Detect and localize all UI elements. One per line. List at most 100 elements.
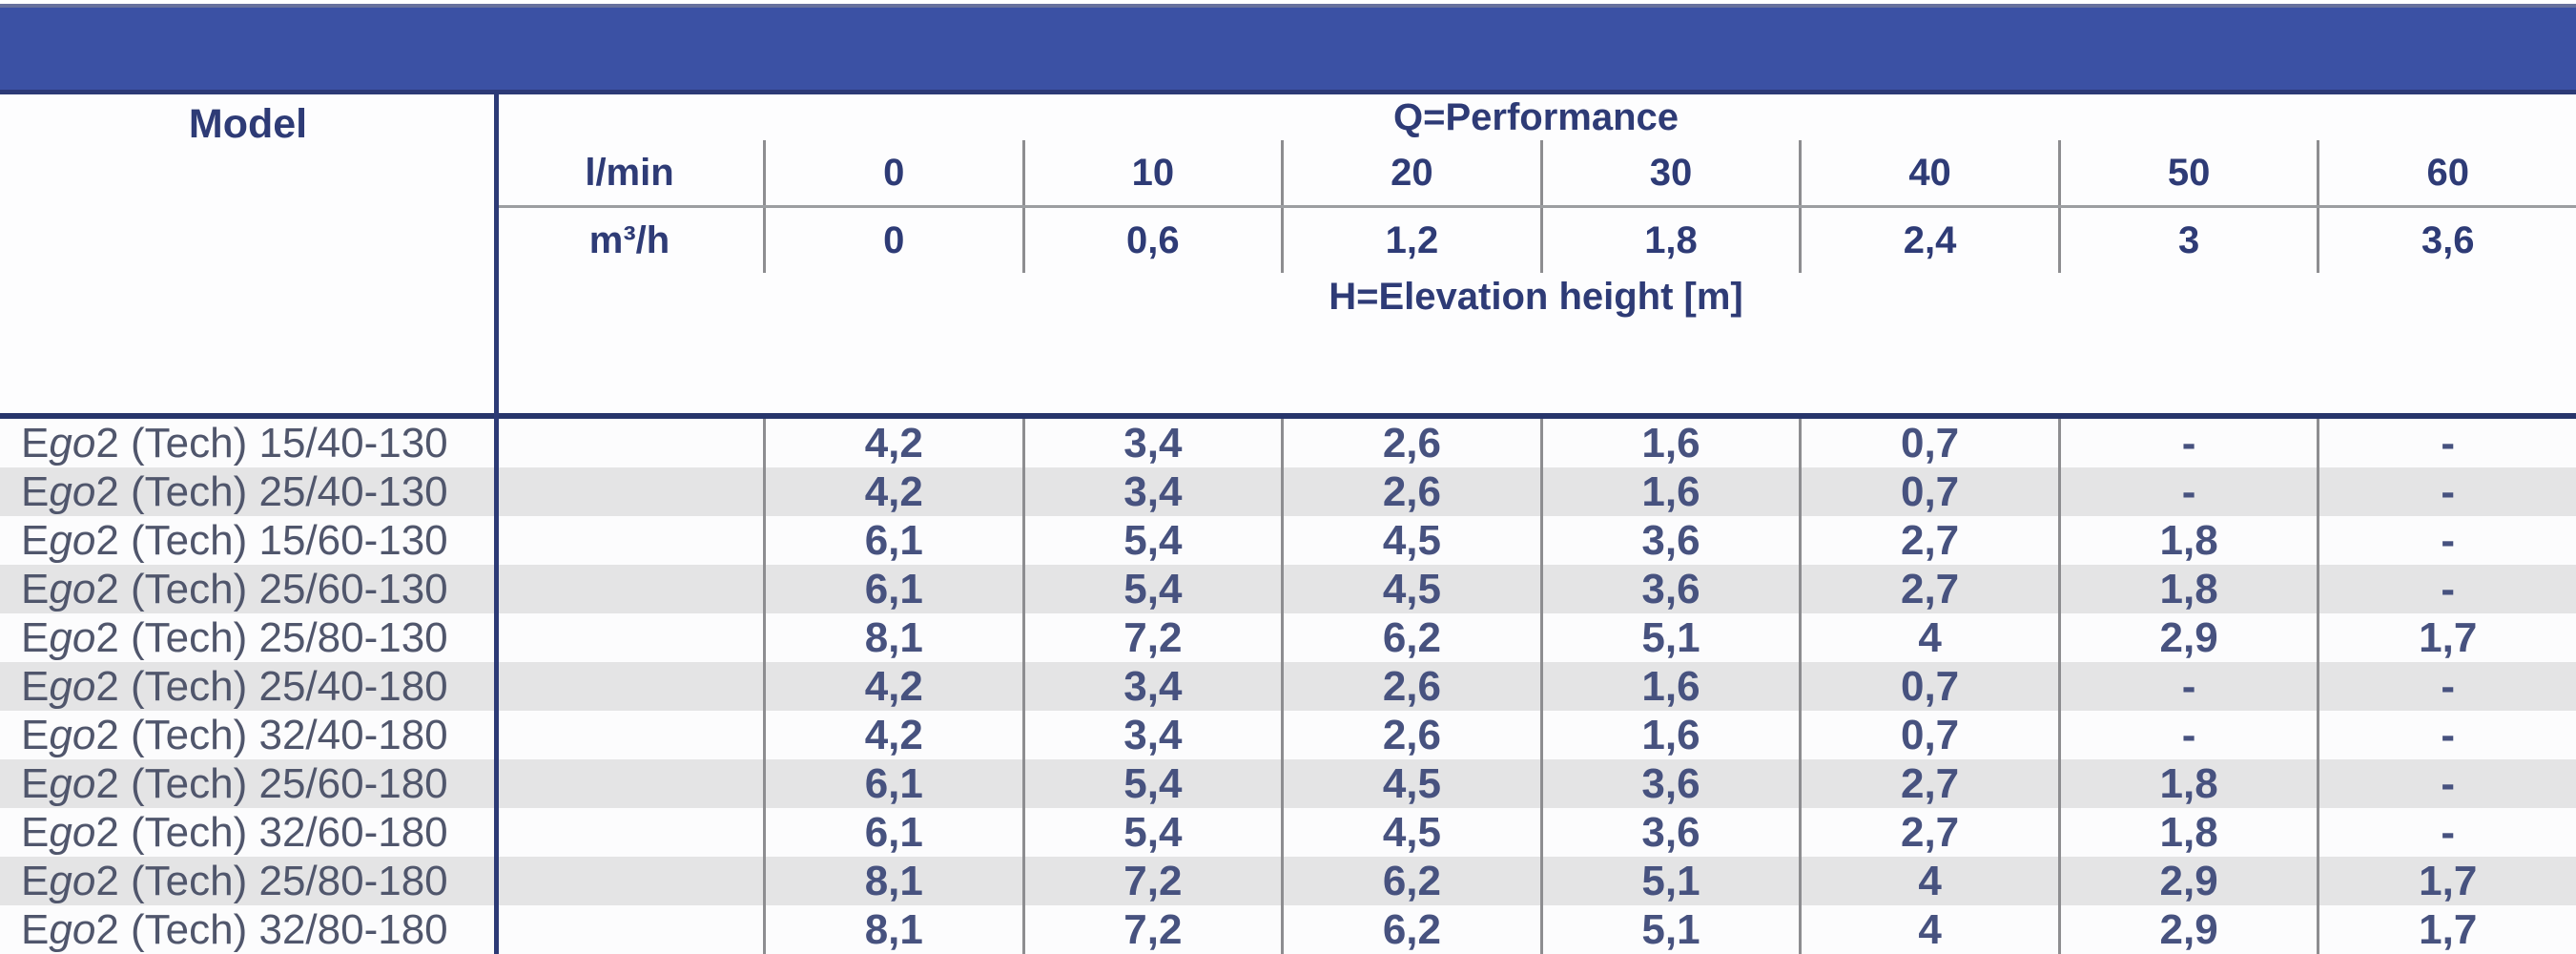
value-cell: 5,1 xyxy=(1539,905,1800,954)
value-cell: - xyxy=(2057,467,2318,516)
value-cell: 1,7 xyxy=(2317,857,2576,905)
header-body-divider xyxy=(0,413,2576,419)
value-cell: 5,4 xyxy=(1021,759,1282,808)
empty-unit-cell xyxy=(496,759,763,808)
value-cell: 3,4 xyxy=(1021,467,1282,516)
value-cell: 7,2 xyxy=(1021,613,1282,662)
value-cell: 4,2 xyxy=(763,711,1022,759)
flow-unit-value: 3 xyxy=(2057,208,2318,273)
value-cell: 4 xyxy=(1799,905,2058,954)
value-cell: 5,1 xyxy=(1539,857,1800,905)
value-cell: 4,2 xyxy=(763,467,1022,516)
value-cell: - xyxy=(2057,662,2318,711)
value-cell: - xyxy=(2317,662,2576,711)
value-cell: 0,7 xyxy=(1799,467,2058,516)
empty-unit-cell xyxy=(496,905,763,954)
value-cell: 0,7 xyxy=(1799,711,2058,759)
flow-unit-value: 20 xyxy=(1281,140,1540,205)
value-cell: 4,5 xyxy=(1281,759,1540,808)
value-cell: 4 xyxy=(1799,857,2058,905)
value-cell: 1,6 xyxy=(1539,662,1800,711)
value-cell: - xyxy=(2317,711,2576,759)
empty-unit-cell xyxy=(496,565,763,613)
value-cell: 1,8 xyxy=(2057,516,2318,565)
value-cell: 6,1 xyxy=(763,808,1022,857)
value-cell: 3,4 xyxy=(1021,662,1282,711)
empty-unit-cell xyxy=(496,711,763,759)
flow-unit-value: 50 xyxy=(2057,140,2318,205)
flow-unit-value: 30 xyxy=(1539,140,1800,205)
value-cell: 0,7 xyxy=(1799,419,2058,467)
flow-unit-row: m³/h 0 0,6 1,2 1,8 2,4 3 3,6 xyxy=(496,208,2576,273)
value-cell: 3,4 xyxy=(1021,711,1282,759)
value-cell: 6,1 xyxy=(763,516,1022,565)
flow-unit-value: 0,6 xyxy=(1021,208,1282,273)
value-cell: 4,5 xyxy=(1281,516,1540,565)
flow-unit-value: 40 xyxy=(1799,140,2058,205)
flow-unit-value: 0 xyxy=(763,208,1022,273)
value-cell: 2,6 xyxy=(1281,419,1540,467)
flow-unit-row: l/min 0 10 20 30 40 50 60 xyxy=(496,140,2576,208)
value-cell: 4 xyxy=(1799,613,2058,662)
value-cell: 2,7 xyxy=(1799,516,2058,565)
elevation-header: H=Elevation height [m] xyxy=(1329,275,1743,318)
value-cell: 6,2 xyxy=(1281,857,1540,905)
value-cell: 4,2 xyxy=(763,662,1022,711)
value-cell: 3,6 xyxy=(1539,759,1800,808)
value-cell: 4,2 xyxy=(763,419,1022,467)
value-cell: 5,4 xyxy=(1021,808,1282,857)
value-cell: 3,4 xyxy=(1021,419,1282,467)
empty-unit-cell xyxy=(496,808,763,857)
value-cell: - xyxy=(2317,565,2576,613)
value-cell: 1,6 xyxy=(1539,467,1800,516)
value-cell: 8,1 xyxy=(763,857,1022,905)
value-cell: - xyxy=(2317,808,2576,857)
value-cell: 2,6 xyxy=(1281,711,1540,759)
value-cell: 1,6 xyxy=(1539,711,1800,759)
flow-units: l/min 0 10 20 30 40 50 60 m³/h 0 0,6 1,2 1,8 2,4 3 3,6 xyxy=(496,140,2576,273)
performance-table: Model Q=Performance l/min 0 10 20 30 40 50 60 m³… xyxy=(0,94,2576,954)
value-cell: 1,8 xyxy=(2057,808,2318,857)
value-cell: 3,6 xyxy=(1539,516,1800,565)
value-cell: 2,7 xyxy=(1799,759,2058,808)
value-cell: 2,9 xyxy=(2057,613,2318,662)
flow-unit-value: 10 xyxy=(1021,140,1282,205)
empty-unit-cell xyxy=(496,419,763,467)
flow-unit-value: 60 xyxy=(2317,140,2576,205)
value-cell: 6,1 xyxy=(763,759,1022,808)
value-cell: - xyxy=(2057,711,2318,759)
value-cell: 4,5 xyxy=(1281,565,1540,613)
value-cell: 6,2 xyxy=(1281,613,1540,662)
value-cell: 2,6 xyxy=(1281,467,1540,516)
value-cell: - xyxy=(2317,759,2576,808)
performance-header-group: Q=Performance l/min 0 10 20 30 40 50 60 m³/h 0 0,6… xyxy=(496,94,2576,413)
value-cell: 2,6 xyxy=(1281,662,1540,711)
empty-unit-cell xyxy=(496,467,763,516)
flow-unit-label: l/min xyxy=(585,151,674,194)
value-cell: 8,1 xyxy=(763,905,1022,954)
value-cell: 6,1 xyxy=(763,565,1022,613)
header-banner xyxy=(0,4,2576,94)
flow-unit-value: 1,8 xyxy=(1539,208,1800,273)
value-cell: - xyxy=(2057,419,2318,467)
value-cell: 3,6 xyxy=(1539,808,1800,857)
value-cell: 2,7 xyxy=(1799,808,2058,857)
